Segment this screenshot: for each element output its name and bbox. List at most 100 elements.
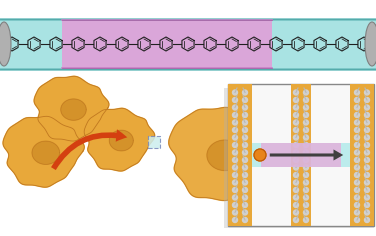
Circle shape [364, 113, 370, 118]
Circle shape [243, 202, 247, 207]
Circle shape [364, 202, 370, 207]
Circle shape [232, 210, 238, 215]
Circle shape [355, 143, 359, 148]
Circle shape [303, 202, 308, 207]
Circle shape [364, 180, 370, 185]
Circle shape [355, 157, 359, 163]
Circle shape [232, 150, 238, 155]
Circle shape [303, 97, 308, 102]
Circle shape [355, 180, 359, 185]
Circle shape [303, 218, 308, 223]
Circle shape [243, 195, 247, 200]
Circle shape [364, 127, 370, 132]
Circle shape [303, 90, 308, 95]
Circle shape [355, 195, 359, 200]
Circle shape [303, 105, 308, 110]
Polygon shape [224, 88, 374, 228]
Circle shape [355, 210, 359, 215]
Bar [228, 84, 374, 226]
Circle shape [294, 195, 299, 200]
Circle shape [243, 135, 247, 140]
Circle shape [364, 187, 370, 193]
Circle shape [355, 105, 359, 110]
Circle shape [294, 120, 299, 125]
Polygon shape [84, 108, 155, 171]
Circle shape [364, 90, 370, 95]
FancyArrowPatch shape [270, 149, 343, 160]
Circle shape [243, 180, 247, 185]
Circle shape [355, 202, 359, 207]
Circle shape [243, 143, 247, 148]
Circle shape [364, 210, 370, 215]
Polygon shape [207, 140, 243, 170]
Circle shape [355, 113, 359, 118]
Circle shape [303, 210, 308, 215]
Circle shape [294, 173, 299, 177]
Circle shape [303, 195, 308, 200]
Circle shape [294, 180, 299, 185]
Polygon shape [34, 76, 109, 141]
Circle shape [232, 165, 238, 170]
Circle shape [232, 143, 238, 148]
Bar [0, 19, 376, 69]
Circle shape [294, 210, 299, 215]
Circle shape [355, 218, 359, 223]
Circle shape [243, 97, 247, 102]
Circle shape [232, 187, 238, 193]
Circle shape [232, 90, 238, 95]
Circle shape [232, 113, 238, 118]
Polygon shape [169, 107, 276, 201]
Circle shape [294, 150, 299, 155]
Circle shape [243, 90, 247, 95]
Circle shape [243, 173, 247, 177]
Polygon shape [32, 141, 59, 164]
Circle shape [294, 165, 299, 170]
Circle shape [364, 97, 370, 102]
Bar [228, 84, 252, 226]
Circle shape [355, 97, 359, 102]
Circle shape [294, 113, 299, 118]
Circle shape [294, 97, 299, 102]
Circle shape [303, 143, 308, 148]
Circle shape [294, 157, 299, 163]
Circle shape [303, 113, 308, 118]
Circle shape [232, 157, 238, 163]
Polygon shape [109, 130, 133, 151]
Circle shape [303, 173, 308, 177]
Circle shape [294, 90, 299, 95]
Circle shape [232, 173, 238, 177]
Circle shape [254, 149, 266, 161]
Circle shape [294, 105, 299, 110]
Ellipse shape [365, 22, 376, 66]
Circle shape [355, 173, 359, 177]
Polygon shape [3, 116, 84, 187]
Circle shape [294, 202, 299, 207]
Circle shape [364, 195, 370, 200]
Polygon shape [61, 99, 86, 120]
Bar [62, 20, 272, 68]
Circle shape [232, 202, 238, 207]
Circle shape [303, 157, 308, 163]
Circle shape [243, 210, 247, 215]
Circle shape [364, 157, 370, 163]
Circle shape [232, 218, 238, 223]
Circle shape [303, 127, 308, 132]
Circle shape [243, 120, 247, 125]
Circle shape [364, 135, 370, 140]
Circle shape [355, 150, 359, 155]
FancyArrowPatch shape [51, 129, 127, 170]
Bar [261, 143, 341, 167]
Bar [148, 136, 160, 148]
Circle shape [303, 187, 308, 193]
Circle shape [364, 173, 370, 177]
Circle shape [355, 120, 359, 125]
Circle shape [303, 165, 308, 170]
Circle shape [232, 97, 238, 102]
Bar [350, 84, 374, 226]
Circle shape [243, 165, 247, 170]
Circle shape [232, 120, 238, 125]
Circle shape [232, 195, 238, 200]
Circle shape [364, 218, 370, 223]
Circle shape [303, 120, 308, 125]
Circle shape [355, 90, 359, 95]
